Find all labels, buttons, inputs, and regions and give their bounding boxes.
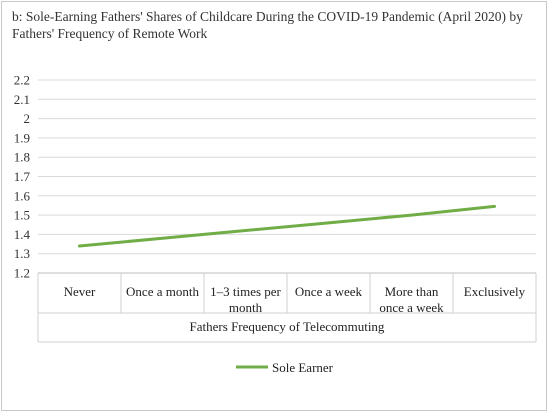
series-layer — [78, 204, 496, 248]
x-tick-label: More than once a week — [379, 284, 444, 315]
x-tick-label: Once a month — [126, 284, 199, 299]
y-tick-label: 2 — [24, 111, 31, 126]
y-tick-label: 1.7 — [14, 169, 31, 184]
y-tick-label: 2.1 — [14, 92, 30, 107]
y-tick-label: 2.2 — [14, 73, 30, 88]
chart-title: b: Sole-Earning Fathers' Shares of Child… — [12, 9, 523, 41]
x-tick-label: Exclusively — [464, 284, 526, 299]
y-tick-label: 1.8 — [14, 150, 30, 165]
x-axis: Never Once a month 1–3 times per month Once … — [37, 272, 537, 343]
y-tick-label: 1.4 — [14, 227, 31, 242]
y-tick-label: 1.2 — [14, 266, 30, 281]
x-tick-label: Never — [64, 284, 96, 299]
y-tick-label: 1.5 — [14, 208, 30, 223]
x-axis-title: Fathers Frequency of Telecommuting — [190, 319, 385, 334]
series-line — [78, 204, 496, 248]
x-tick-label: Once a week — [295, 284, 363, 299]
legend-label: Sole Earner — [272, 360, 334, 375]
legend: Sole Earner — [236, 360, 334, 375]
y-tick-label: 1.3 — [14, 246, 30, 261]
y-tick-label: 1.9 — [14, 130, 30, 145]
y-axis: 1.2 1.3 1.4 1.5 1.6 1.7 1.8 1.9 2 2.1 2.2 — [14, 73, 31, 281]
y-tick-label: 1.6 — [14, 188, 31, 203]
x-tick-label: 1–3 times per month — [210, 284, 281, 315]
